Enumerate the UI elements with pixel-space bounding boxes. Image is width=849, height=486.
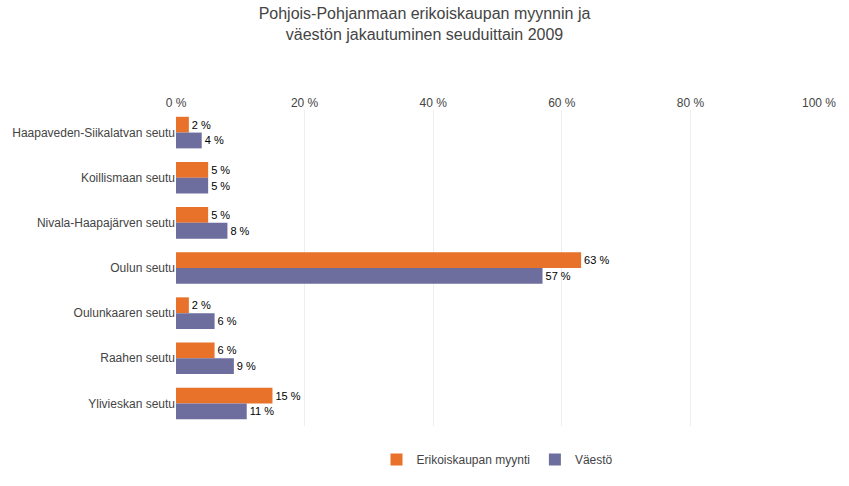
svg-text:Nivala-Haapajärven seutu: Nivala-Haapajärven seutu bbox=[37, 216, 175, 230]
svg-text:Ylivieskan seutu: Ylivieskan seutu bbox=[88, 397, 175, 411]
svg-text:5 %: 5 % bbox=[211, 180, 230, 192]
svg-text:8 %: 8 % bbox=[230, 225, 249, 237]
svg-text:Erikoiskaupan myynti: Erikoiskaupan myynti bbox=[417, 453, 530, 467]
svg-text:5 %: 5 % bbox=[211, 164, 230, 176]
svg-text:80 %: 80 % bbox=[677, 96, 705, 110]
svg-text:Pohjois-Pohjanmaan erikoiskaup: Pohjois-Pohjanmaan erikoiskaupan myynnin… bbox=[259, 5, 591, 43]
svg-text:6 %: 6 % bbox=[218, 315, 237, 327]
svg-text:100 %: 100 % bbox=[802, 96, 836, 110]
svg-text:Oulun seutu: Oulun seutu bbox=[110, 261, 175, 275]
svg-text:Raahen seutu: Raahen seutu bbox=[100, 351, 175, 365]
svg-text:20 %: 20 % bbox=[291, 96, 319, 110]
svg-text:Koillismaan seutu: Koillismaan seutu bbox=[81, 171, 175, 185]
svg-text:Haapaveden-Siikalatvan seutu: Haapaveden-Siikalatvan seutu bbox=[12, 126, 175, 140]
svg-text:9 %: 9 % bbox=[237, 360, 256, 372]
svg-text:4 %: 4 % bbox=[205, 134, 224, 146]
svg-text:40 %: 40 % bbox=[420, 96, 448, 110]
svg-text:11 %: 11 % bbox=[250, 405, 274, 417]
svg-text:60 %: 60 % bbox=[548, 96, 576, 110]
svg-text:2 %: 2 % bbox=[192, 299, 211, 311]
svg-text:Väestö: Väestö bbox=[575, 453, 613, 467]
svg-text:Oulunkaaren seutu: Oulunkaaren seutu bbox=[74, 306, 175, 320]
svg-text:63 %: 63 % bbox=[584, 254, 609, 266]
svg-text:57 %: 57 % bbox=[546, 270, 571, 282]
svg-text:2 %: 2 % bbox=[192, 119, 211, 131]
svg-text:0 %: 0 % bbox=[166, 96, 187, 110]
svg-text:6 %: 6 % bbox=[218, 344, 237, 356]
svg-text:5 %: 5 % bbox=[211, 209, 230, 221]
svg-text:15 %: 15 % bbox=[275, 390, 300, 402]
